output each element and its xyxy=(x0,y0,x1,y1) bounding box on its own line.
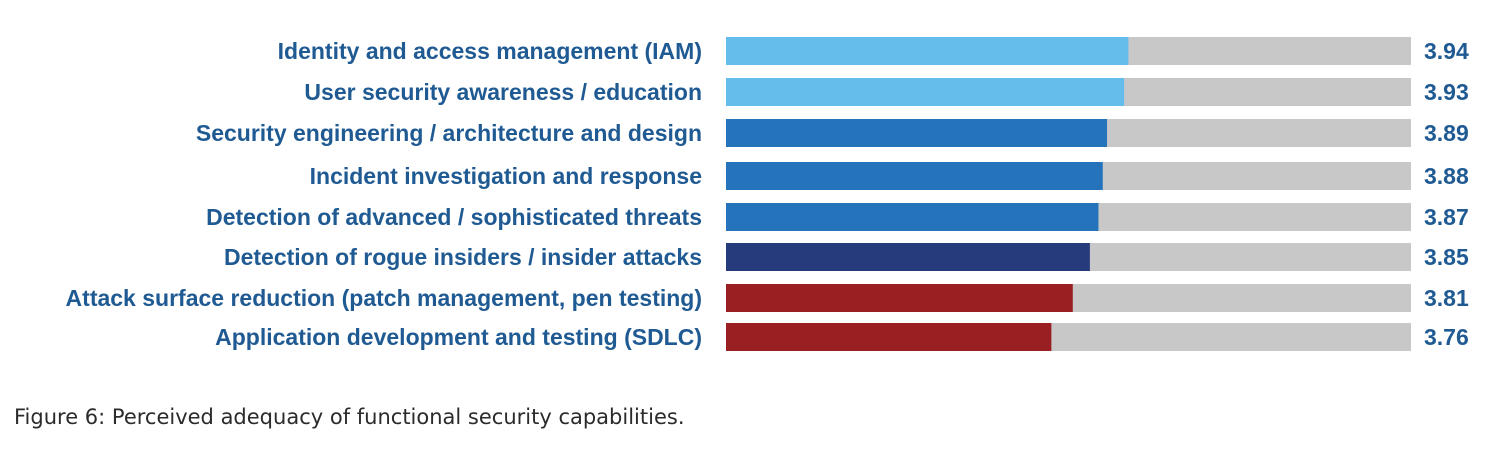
value-label: 3.76 xyxy=(1424,324,1469,350)
category-label: Attack surface reduction (patch manageme… xyxy=(66,285,702,311)
bar xyxy=(726,323,1052,351)
bar xyxy=(726,78,1125,106)
category-label: User security awareness / education xyxy=(304,79,702,105)
bar xyxy=(726,162,1103,190)
bar-chart: Identity and access management (IAM) 3.94… xyxy=(66,37,1469,351)
value-label: 3.87 xyxy=(1424,204,1469,230)
bar xyxy=(726,203,1099,231)
bar xyxy=(726,119,1108,147)
bar xyxy=(726,37,1129,65)
category-label: Application development and testing (SDL… xyxy=(215,324,702,350)
category-label: Incident investigation and response xyxy=(310,163,702,189)
value-label: 3.89 xyxy=(1424,120,1469,146)
value-label: 3.81 xyxy=(1424,285,1469,311)
category-label: Identity and access management (IAM) xyxy=(278,38,702,64)
figure-caption: Figure 6: Perceived adequacy of function… xyxy=(14,405,685,429)
value-label: 3.88 xyxy=(1424,163,1469,189)
category-label: Detection of rogue insiders / insider at… xyxy=(224,244,702,270)
bar xyxy=(726,284,1073,312)
category-label: Detection of advanced / sophisticated th… xyxy=(206,204,702,230)
bar xyxy=(726,243,1090,271)
value-label: 3.85 xyxy=(1424,244,1469,270)
value-label: 3.94 xyxy=(1424,38,1469,64)
category-label: Security engineering / architecture and … xyxy=(196,120,702,146)
value-label: 3.93 xyxy=(1424,79,1469,105)
